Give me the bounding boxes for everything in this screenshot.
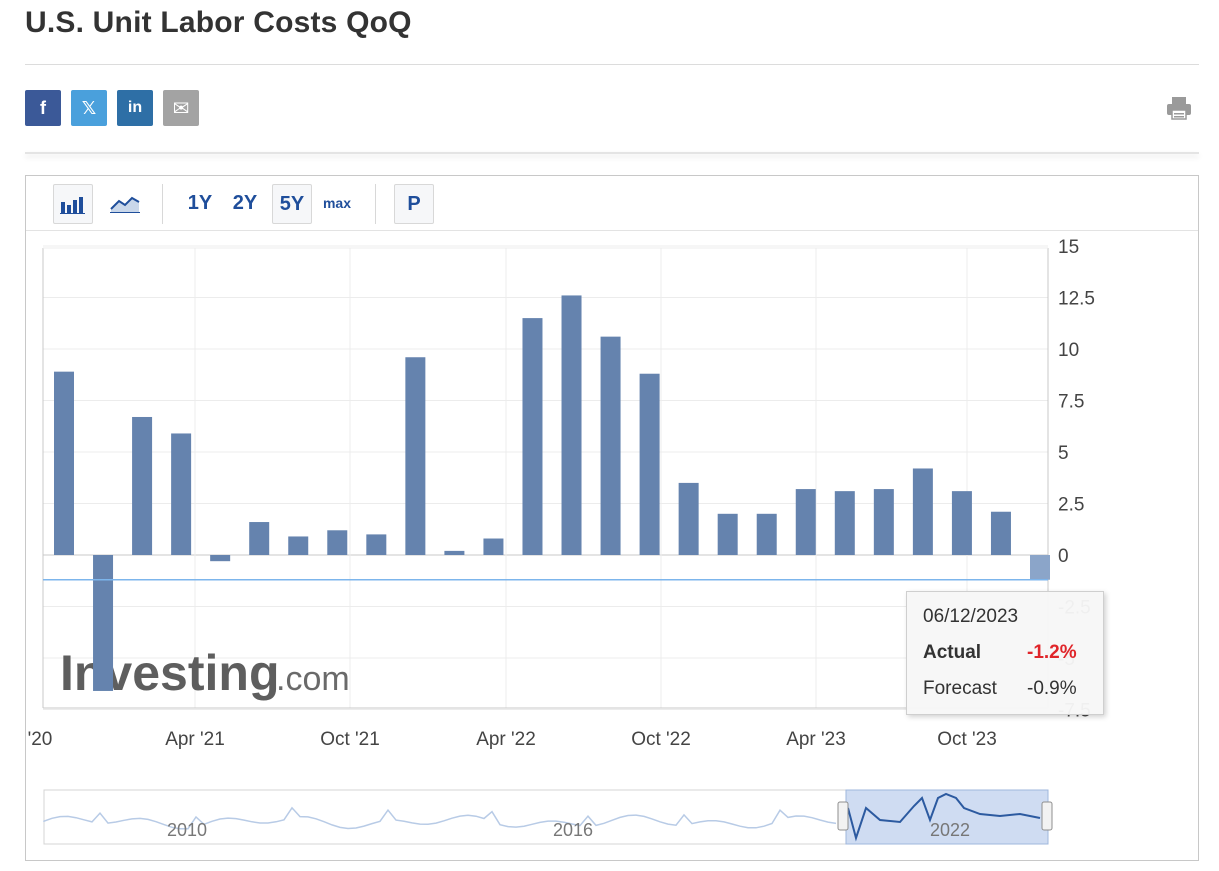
bar [990,511,1011,555]
navigator-year-label: 2010 [167,820,207,840]
share-bar-divider [25,152,1199,154]
linkedin-icon: in [127,99,143,116]
bar [717,513,738,555]
toolbar-separator [162,184,163,224]
x-tick-label: Apr '23 [786,729,846,750]
y-tick-label: 7.5 [1058,392,1084,413]
x-tick-label: Oct '21 [320,729,380,750]
bar [171,433,192,555]
bar [951,491,972,555]
bar [93,555,114,691]
title-divider [25,64,1199,65]
tooltip-forecast-label: Forecast [923,678,997,699]
bar-chart-button[interactable] [53,184,93,224]
bar [561,295,582,555]
toolbar-separator [375,184,376,224]
linkedin-share-button[interactable]: in [117,90,153,126]
facebook-share-button[interactable]: f [25,90,61,126]
bar [444,550,465,555]
chart-grid [42,245,1049,710]
range-max-button[interactable]: max [322,195,352,211]
tooltip-date: 06/12/2023 [923,606,1019,627]
bar-series [54,295,1050,691]
y-tick-label: 12.5 [1058,289,1095,310]
navigator-left-handle[interactable] [837,801,849,831]
x-tick-label: Apr '21 [165,729,225,750]
bar [795,489,816,555]
watermark-brand: Investing [60,645,279,701]
bar [210,555,231,562]
bar [912,468,933,555]
bar [834,491,855,555]
y-tick-label: 5 [1058,443,1069,464]
tooltip-forecast-row: Forecast -0.9% [923,678,1093,700]
navigator-selected-line [847,792,1041,842]
tooltip-actual-row: Actual -1.2% [923,642,1093,664]
navigator-year-label: 2016 [553,820,593,840]
x-tick-label: '20 [28,729,53,750]
page-title: U.S. Unit Labor Costs QoQ [25,6,412,39]
bar [600,336,621,555]
bar [366,534,387,555]
bar [483,538,504,555]
range-2y-button[interactable]: 2Y [232,191,258,214]
range-5y-button[interactable]: 5Y [272,184,312,224]
bar [639,373,660,555]
data-tooltip: 06/12/2023 Actual -1.2% Forecast -0.9% [906,591,1104,715]
navigator-year-label: 2022 [930,820,970,840]
range-navigator[interactable]: 2010 2016 2022 [43,789,1053,845]
bar [132,416,153,555]
bar [327,530,348,555]
y-tick-label: 15 [1058,237,1079,258]
x-tick-label: Apr '22 [476,729,536,750]
x-tick-label: Oct '22 [631,729,691,750]
bar [405,357,426,555]
tooltip-actual-value: -1.2% [1027,642,1077,663]
print-icon[interactable] [1166,95,1192,121]
share-bar: f 𝕏 in ✉ [25,90,199,126]
area-chart-button[interactable] [106,184,144,222]
navigator-selection[interactable] [845,789,1049,845]
p-button[interactable]: P [394,184,434,224]
navigator-right-handle[interactable] [1041,801,1053,831]
chart-toolbar: 1Y 2Y 5Y max P [26,176,1198,231]
watermark-suffix: .com [276,660,350,698]
bar [678,482,699,555]
x-tick-label: Oct '23 [937,729,997,750]
bar [756,513,777,555]
bar [873,489,894,555]
range-1y-button[interactable]: 1Y [187,191,213,214]
y-tick-label: 0 [1058,546,1069,567]
area-chart-icon [110,196,140,213]
tooltip-forecast-value: -0.9% [1027,678,1077,699]
y-tick-label: 10 [1058,340,1079,361]
bar [288,536,309,555]
navigator-history-line [43,806,837,830]
email-share-button[interactable]: ✉ [163,90,199,126]
email-icon: ✉ [172,97,190,120]
twitter-share-button[interactable]: 𝕏 [71,90,107,126]
bar-chart-icon [60,197,85,214]
tooltip-actual-label: Actual [923,642,982,663]
bar [1030,555,1050,580]
y-tick-label: 2.5 [1058,495,1084,516]
x-twitter-icon: 𝕏 [81,97,97,118]
bar [249,522,270,555]
bar [54,371,74,555]
facebook-icon: f [40,97,46,118]
bar [522,318,543,555]
